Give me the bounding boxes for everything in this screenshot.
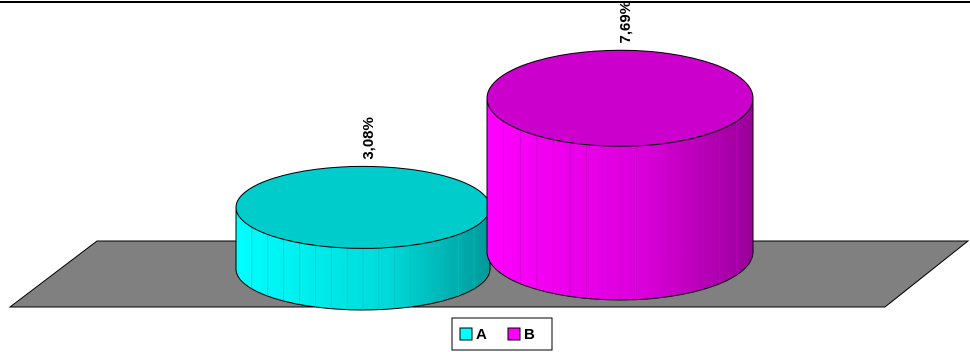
value-label: 7,69% [617,1,634,44]
value-label: 3,08% [360,117,377,160]
cylinder-top [235,165,491,249]
legend-swatch [459,327,473,341]
cylinder-top [486,49,754,147]
legend-swatch [507,327,521,341]
legend-label: A [476,326,487,343]
legend-label: B [524,326,535,343]
